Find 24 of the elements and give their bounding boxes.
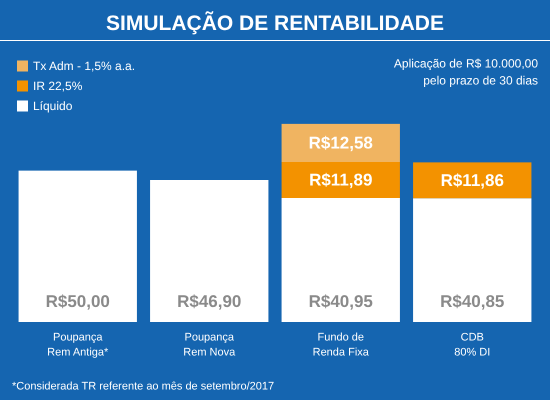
data-label: R$50,00 [46, 292, 110, 311]
data-label: R$11,89 [309, 170, 372, 190]
text: Aplicação de R$ 10.000,00 pelo prazo de 30 dias [394, 56, 538, 88]
text: *Considerada TR referente ao mês de setembro/2017 [12, 380, 274, 392]
x-tick-label: Fundo de Renda Fixa [312, 332, 370, 358]
bar [150, 180, 268, 322]
data-label: R$40,95 [308, 292, 373, 311]
data-label: R$12,58 [308, 133, 373, 152]
legend-label: Tx Adm - 1,5% a.a. [33, 59, 136, 73]
bar [282, 124, 400, 162]
x-tick-label: Poupança Rem Antiga* [47, 332, 110, 358]
data-label: R$11,86 [440, 170, 504, 190]
legend-label: Líquido [33, 99, 73, 113]
bar [282, 198, 400, 322]
legend-label: IR 22,5% [33, 79, 83, 93]
chart-title: SIMULAÇÃO DE RENTABILIDADE [106, 11, 444, 35]
bar [18, 170, 137, 322]
bar [413, 162, 532, 198]
x-tick-label: Poupança Rem Nova [183, 332, 236, 358]
x-tick-label: CDB 80% DI [454, 332, 490, 358]
data-label: R$40,85 [440, 292, 504, 311]
bar [282, 162, 400, 198]
data-label: R$46,90 [177, 292, 242, 311]
bar [413, 198, 532, 322]
